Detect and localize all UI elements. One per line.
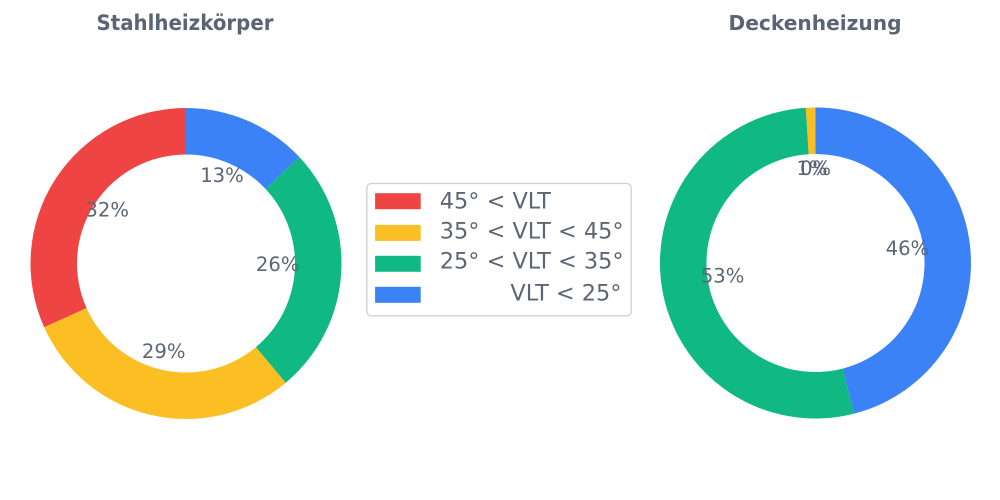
- svg-text:Deckenheizung: Deckenheizung: [729, 11, 902, 35]
- svg-text:29%: 29%: [142, 340, 186, 363]
- svg-text:32%: 32%: [85, 199, 129, 222]
- svg-text:Stahlheizkörper: Stahlheizkörper: [97, 11, 275, 35]
- svg-text:35° < VLT < 45°: 35° < VLT < 45°: [440, 219, 624, 245]
- svg-text:25° < VLT < 35°: 25° < VLT < 35°: [440, 249, 624, 275]
- svg-text:26%: 26%: [256, 253, 300, 276]
- svg-text:13%: 13%: [200, 164, 244, 187]
- svg-text:1%: 1%: [796, 157, 827, 180]
- svg-text:0%: 0%: [800, 157, 831, 180]
- svg-text:46%: 46%: [886, 237, 930, 260]
- svg-text:VLT < 25°: VLT < 25°: [510, 281, 621, 307]
- svg-text:45° < VLT: 45° < VLT: [440, 189, 551, 215]
- svg-text:53%: 53%: [701, 265, 745, 288]
